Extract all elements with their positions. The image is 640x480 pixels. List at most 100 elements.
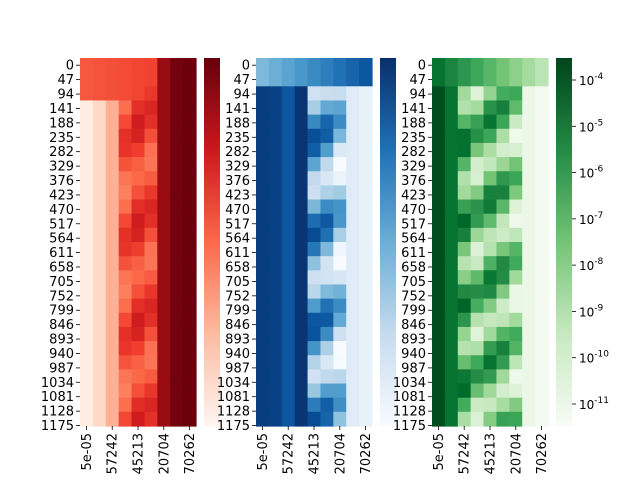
heatmap-cell — [346, 284, 360, 300]
heatmap-cell — [268, 326, 283, 342]
heatmap-cell — [470, 270, 485, 286]
heatmap-cell — [432, 397, 446, 413]
heatmap-cell — [457, 326, 472, 342]
heatmap-cell — [522, 86, 536, 102]
heatmap-cell — [92, 72, 107, 87]
heatmap-cell — [170, 157, 184, 172]
x-tick-label: 70262 — [359, 433, 374, 474]
heatmap-cell — [333, 86, 347, 102]
heatmap-cell — [294, 256, 309, 271]
heatmap-cell — [333, 58, 347, 73]
heatmap-cell — [509, 355, 523, 370]
heatmap-cell — [131, 199, 146, 215]
heatmap-cell — [92, 185, 107, 201]
heatmap-cell — [281, 397, 296, 413]
heatmap-cell — [268, 142, 283, 158]
heatmap-cell — [444, 157, 459, 172]
heatmap-cell — [80, 227, 94, 243]
y-tick-label: 799 — [49, 304, 74, 319]
heatmap-cell — [281, 128, 296, 144]
heatmap-cell — [359, 355, 373, 370]
heatmap-cell — [256, 312, 270, 328]
heatmap-cell — [92, 341, 107, 356]
heatmap-cell — [80, 199, 94, 215]
x-tick-label: 5e-05 — [80, 433, 95, 471]
heatmap-cell — [170, 326, 184, 342]
heatmap-cell — [268, 185, 283, 201]
heatmap-cell — [118, 326, 133, 342]
heatmap-cell — [268, 312, 283, 328]
heatmap-cell — [320, 256, 334, 271]
heatmap-cell — [359, 213, 373, 229]
y-tick-label: 1128 — [41, 405, 74, 420]
heatmap-cell — [170, 227, 184, 243]
heatmap-cell — [268, 128, 283, 144]
y-tick-label: 376 — [49, 174, 74, 189]
heatmap-cell — [359, 242, 373, 257]
heatmap-cell — [359, 284, 373, 300]
heatmap-cell — [144, 341, 158, 356]
heatmap-cell — [457, 341, 472, 356]
y-tick-label: 47 — [233, 73, 250, 88]
heatmap-cell — [157, 100, 171, 116]
heatmap-cell — [131, 100, 146, 116]
heatmap-cell — [157, 355, 171, 370]
heatmap-cell — [483, 100, 498, 116]
heatmap-cell — [509, 256, 523, 271]
y-tick-label: 1034 — [393, 376, 426, 391]
heatmap-cell — [131, 383, 146, 399]
heatmap-cell — [444, 256, 459, 271]
heatmap-cell — [268, 256, 283, 271]
heatmap-cell — [131, 171, 146, 186]
heatmap-cell — [320, 411, 334, 427]
heatmap-cell — [131, 411, 146, 427]
heatmap-cell — [183, 242, 197, 257]
heatmap-cell — [320, 199, 334, 215]
heatmap-cell — [92, 128, 107, 144]
heatmap-cell — [496, 199, 510, 215]
heatmap-cell — [183, 284, 197, 300]
heatmap-cell — [457, 312, 472, 328]
heatmap-cell — [144, 142, 158, 158]
heatmap-cell — [496, 86, 510, 102]
heatmap-cell — [131, 397, 146, 413]
heatmap-cell — [183, 199, 197, 215]
heatmap-cell — [183, 256, 197, 271]
heatmap-cell — [496, 298, 510, 314]
heatmap-cell — [294, 284, 309, 300]
y-tick-label: 564 — [401, 232, 426, 247]
heatmap-cell — [333, 355, 347, 370]
heatmap-cell — [320, 242, 334, 257]
y-tick-label: 141 — [49, 102, 74, 117]
heatmap-cell — [307, 227, 322, 243]
heatmap-cell — [131, 72, 146, 87]
y-tick-label: 0 — [242, 59, 250, 74]
heatmap-cell — [183, 100, 197, 116]
heatmap-cell — [144, 284, 158, 300]
heatmap-cell — [256, 199, 270, 215]
heatmap-cell — [80, 213, 94, 229]
heatmap-cell — [359, 326, 373, 342]
heatmap-cell — [470, 199, 485, 215]
heatmap-cell — [483, 270, 498, 286]
heatmap-cell — [157, 383, 171, 399]
heatmap-cell — [256, 171, 270, 186]
heatmap-cell — [157, 157, 171, 172]
heatmap-cell — [294, 171, 309, 186]
y-tick-label: 0 — [418, 59, 426, 74]
y-tick-label: 0 — [66, 59, 74, 74]
heatmap-cell — [432, 114, 446, 130]
heatmap-cell — [346, 411, 360, 427]
heatmap-cell — [268, 397, 283, 413]
heatmap-cell — [170, 355, 184, 370]
y-tick-label: 376 — [225, 174, 250, 189]
heatmap-cell — [457, 270, 472, 286]
heatmap-cell — [183, 185, 197, 201]
heatmap-cell — [535, 86, 549, 102]
heatmap-cell — [170, 58, 184, 73]
heatmap-cell — [522, 284, 536, 300]
heatmap-cell — [320, 72, 334, 87]
heatmap-cell — [333, 171, 347, 186]
heatmap-cell — [307, 213, 322, 229]
heatmap-cell — [294, 185, 309, 201]
